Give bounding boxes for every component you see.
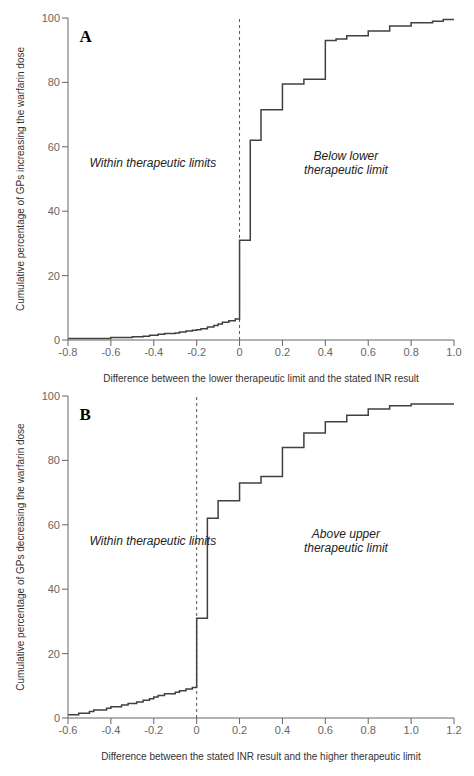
svg-text:0: 0 [54,712,60,724]
svg-text:0.2: 0.2 [232,724,247,736]
svg-text:-0.4: -0.4 [144,346,163,358]
svg-text:80: 80 [48,454,60,466]
svg-text:1.2: 1.2 [446,724,461,736]
svg-text:20: 20 [48,648,60,660]
svg-text:Difference between the lower t: Difference between the lower therapeutic… [103,373,419,384]
svg-text:-0.2: -0.2 [187,346,206,358]
svg-text:Cumulative percentage of GPs i: Cumulative percentage of GPs increasing … [15,47,26,311]
svg-text:Cumulative percentage of GPs d: Cumulative percentage of GPs decreasing … [15,423,26,691]
svg-text:0.4: 0.4 [318,346,333,358]
html-text:Within therapeutic limits: Within therapeutic limits [89,533,217,548]
svg-text:0.8: 0.8 [361,724,376,736]
svg-text:60: 60 [48,519,60,531]
html-text:Within therapeutic limits: Within therapeutic limits [89,155,217,170]
svg-text:-0.8: -0.8 [59,346,78,358]
svg-text:100: 100 [42,390,60,402]
svg-text:0: 0 [194,724,200,736]
svg-text:-0.4: -0.4 [101,724,120,736]
svg-text:40: 40 [48,583,60,595]
svg-text:0.2: 0.2 [275,346,290,358]
svg-text:100: 100 [42,12,60,24]
svg-text:0.8: 0.8 [403,346,418,358]
html-text:Below lower therapeutic limit: Below lower therapeutic limit [303,148,388,177]
svg-text:-0.2: -0.2 [144,724,163,736]
html-text:Above upper therapeutic limit: Above upper therapeutic limit [303,526,388,555]
svg-text:20: 20 [48,270,60,282]
svg-text:60: 60 [48,141,60,153]
html-text:A: A [79,26,92,46]
svg-text:Difference between the stated: Difference between the stated INR result… [101,751,421,762]
svg-text:0: 0 [54,334,60,346]
svg-text:-0.6: -0.6 [101,346,120,358]
svg-text:1.0: 1.0 [403,724,418,736]
svg-text:0.6: 0.6 [318,724,333,736]
svg-text:-0.6: -0.6 [59,724,78,736]
svg-text:1.0: 1.0 [446,346,461,358]
svg-text:0.6: 0.6 [361,346,376,358]
svg-text:0: 0 [236,346,242,358]
svg-text:40: 40 [48,205,60,217]
svg-text:80: 80 [48,76,60,88]
html-text:B: B [79,404,91,424]
svg-text:0.4: 0.4 [275,724,290,736]
